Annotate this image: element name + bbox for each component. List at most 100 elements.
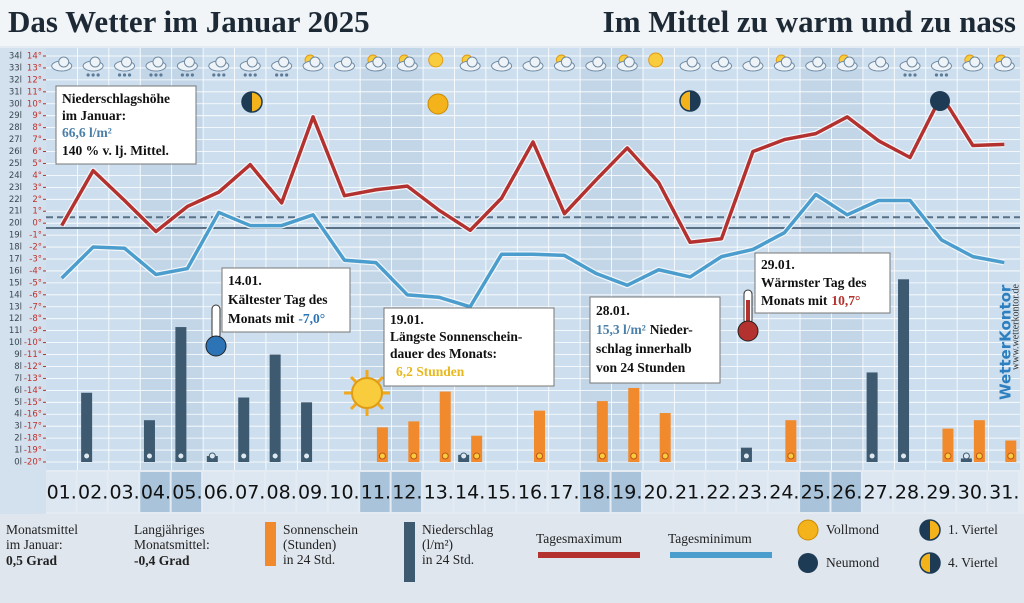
day-cell [234, 472, 264, 512]
moon-new [930, 91, 950, 111]
bar [471, 435, 483, 462]
y2-tick-label: 21l [9, 207, 22, 217]
y2-tick-label: 7l [14, 374, 22, 384]
weather-icon [82, 56, 104, 77]
bar-icon [868, 452, 876, 460]
y-tick-label: -14° [24, 386, 42, 396]
y2-tick-label: 27l [9, 135, 22, 145]
y2-tick-label: 34l [9, 52, 22, 62]
icon-cloud [529, 56, 541, 68]
icon-snow [190, 73, 194, 77]
y2-tick-label: 28l [9, 123, 22, 133]
icon-snow [243, 73, 247, 77]
x-tick-label: 09. [298, 482, 328, 504]
day-cell [46, 472, 76, 512]
icon-cloud [937, 56, 949, 68]
bar [238, 397, 250, 462]
legend-value: 0,5 Grad [6, 553, 57, 568]
line [60, 192, 1005, 309]
x-tick-label: 19. [612, 482, 642, 504]
icon-cloud [969, 56, 981, 68]
x-tick-label: 14. [455, 482, 485, 504]
day-cell [862, 472, 893, 512]
weather-icon [176, 56, 198, 77]
y2-tick-label: 18l [9, 243, 22, 253]
bar-icon [944, 452, 952, 460]
annotation-box [383, 307, 555, 387]
weather-icon [491, 56, 513, 72]
x-tick-label: 16. [518, 482, 548, 504]
moon-first-quarter [241, 91, 263, 113]
legend-label: 4. Viertel [948, 555, 998, 570]
bar [81, 392, 93, 462]
bar [942, 428, 954, 462]
x-tick-label: 15. [486, 482, 516, 504]
legend-label: Sonnenschein (Stunden) in 24 Std. [283, 522, 358, 567]
y2-tick-label: 9l [14, 350, 22, 360]
y2-tick-label: 10l [9, 338, 22, 348]
subtitle: Im Mittel zu warm und zu nass [603, 4, 1016, 39]
header-bg [0, 0, 1024, 46]
y2-tick-label: 5l [14, 398, 22, 408]
icon-cloud [121, 56, 133, 68]
icon-snow [903, 73, 907, 77]
x-tick-label: 30. [958, 482, 988, 504]
y-tick-label: -19° [24, 446, 42, 456]
weather-icon [773, 54, 795, 72]
title: Das Wetter im Januar 2025 [8, 4, 370, 39]
bar-icon [975, 452, 983, 460]
day-cell [705, 472, 736, 512]
legend-label: 1. Viertel [948, 522, 998, 537]
icon-snow [908, 73, 912, 77]
y-tick-label: -4° [29, 266, 42, 276]
legend-full-moon [797, 519, 819, 541]
y2-tick-label: 16l [9, 266, 22, 276]
y2-tick-label: 3l [14, 422, 22, 432]
annotation-box [754, 252, 891, 314]
x-tick-label: 21. [675, 482, 705, 504]
bar [628, 387, 640, 462]
day-cell [737, 472, 767, 512]
legend-label: Niederschlag (l/m²) in 24 Std. [422, 522, 493, 567]
bar [439, 391, 451, 462]
day-cell [454, 472, 484, 512]
y-tick-label: -20° [24, 458, 42, 468]
y-tick-label: 11° [27, 87, 42, 97]
y-tick-label: 10° [27, 99, 42, 109]
day-cell [171, 472, 202, 512]
y-tick-label: 8° [32, 123, 42, 133]
x-tick-label: 27. [864, 482, 894, 504]
x-tick-label: 05. [172, 482, 202, 504]
bar-icon [598, 452, 606, 460]
day-cell [988, 472, 1018, 512]
y-tick-label: 0° [32, 219, 42, 229]
x-tick-label: 07. [235, 482, 265, 504]
icon-cloud [686, 56, 698, 68]
bar [973, 420, 985, 462]
x-tick-label: 12. [392, 482, 422, 504]
icon-snow [149, 73, 153, 77]
bar-icon [271, 452, 279, 460]
day-cell [77, 472, 107, 512]
bar-icon [303, 452, 311, 460]
weather-icon [271, 56, 293, 77]
icon-snow [222, 73, 226, 77]
weather-icon [962, 54, 984, 72]
sun-icon [344, 370, 390, 416]
y2-tick-label: 24l [9, 171, 22, 181]
icon-snow [253, 73, 257, 77]
day-cell [611, 472, 641, 512]
bar-icon [460, 452, 468, 460]
axis-bg [0, 48, 46, 514]
y-tick-label: -6° [29, 290, 42, 300]
y-tick-label: 7° [32, 135, 42, 145]
day-cell [548, 472, 579, 512]
y-tick-label: 2° [32, 195, 42, 205]
y2-tick-label: 22l [9, 195, 22, 205]
legend-swatch [404, 522, 415, 582]
y-tick-label: -10° [24, 338, 42, 348]
annotation-box [221, 267, 351, 333]
day-cell [580, 472, 610, 512]
bar-icon [630, 452, 638, 460]
